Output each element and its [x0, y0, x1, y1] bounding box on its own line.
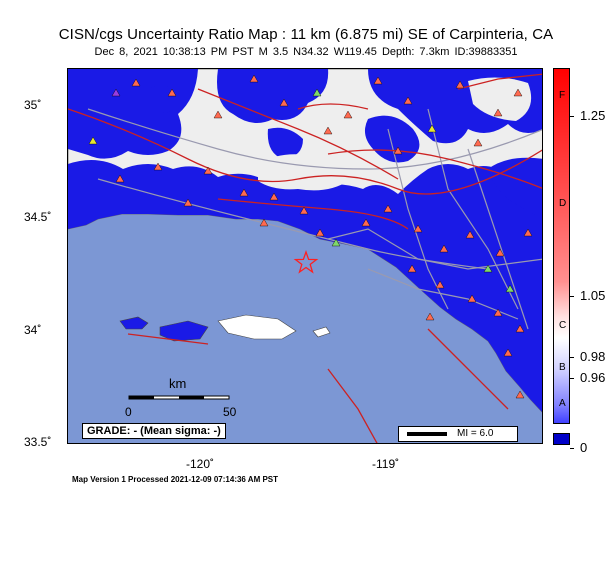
colorbar-tick: [570, 296, 574, 297]
lon-label: -119˚: [372, 457, 400, 471]
station-triangle-icon: [88, 136, 98, 145]
station-triangle-icon: [373, 76, 383, 85]
grade-letter: A: [559, 398, 566, 409]
uncertainty-colorbar: [553, 68, 570, 424]
station-triangle-icon: [315, 228, 325, 237]
station-triangle-icon: [393, 146, 403, 155]
colorbar-tick: [570, 357, 574, 358]
station-triangle-icon: [523, 228, 533, 237]
lat-label: 33.5˚: [24, 435, 52, 449]
station-triangle-icon: [435, 280, 445, 289]
scale-graphic: [128, 395, 230, 400]
lon-label: -120˚: [186, 457, 215, 471]
station-triangle-icon: [323, 126, 333, 135]
station-triangle-icon: [513, 88, 523, 97]
station-triangle-icon: [249, 74, 259, 83]
scale-tick-start: 0: [125, 405, 132, 419]
colorbar-tick: [570, 448, 574, 449]
station-triangle-icon: [383, 204, 393, 213]
station-triangle-icon: [203, 166, 213, 175]
scale-tick-end: 50: [223, 405, 237, 419]
station-triangle-icon: [439, 244, 449, 253]
seismic-stations: [88, 74, 533, 399]
grade-letter: C: [559, 320, 567, 331]
station-triangle-icon: [111, 88, 121, 97]
intensity-bar: [407, 432, 447, 436]
colorbar-value: 0.96: [580, 370, 606, 385]
map-version-footer: Map Version 1 Processed 2021-12-09 07:14…: [72, 475, 279, 484]
colorbar-value: 1.05: [580, 288, 606, 303]
station-triangle-icon: [279, 98, 289, 107]
station-triangle-icon: [343, 110, 353, 119]
station-triangle-icon: [427, 124, 437, 133]
station-triangle-icon: [299, 206, 309, 215]
station-triangle-icon: [153, 162, 163, 171]
intensity-label: MI = 6.0: [457, 428, 494, 439]
grade-letter: F: [559, 90, 566, 101]
colorbar-value: 0.98: [580, 349, 606, 364]
colorbar-tick: [570, 116, 574, 117]
grade-letter: D: [559, 198, 567, 209]
station-triangle-icon: [403, 96, 413, 105]
low-data-pockets: [258, 77, 532, 191]
station-triangle-icon: [331, 238, 341, 247]
fault-lines: [68, 73, 542, 443]
lat-label: 34.5˚: [24, 210, 52, 224]
station-triangle-icon: [465, 230, 475, 239]
station-triangle-icon: [131, 78, 141, 87]
colorbar-value: 0: [580, 440, 588, 455]
epicenter-star-icon: [293, 250, 319, 274]
station-triangle-icon: [505, 284, 515, 293]
scale-unit: km: [169, 376, 187, 391]
station-triangle-icon: [425, 312, 435, 321]
map-svg: [68, 69, 542, 443]
colorbar-zero-swatch: [553, 433, 570, 445]
grade-letter: B: [559, 362, 566, 373]
station-triangle-icon: [493, 308, 503, 317]
station-triangle-icon: [515, 324, 525, 333]
lat-label: 34˚: [24, 323, 42, 337]
uncertainty-overlay: [68, 69, 542, 412]
station-triangle-icon: [213, 110, 223, 119]
lat-label: 35˚: [24, 98, 42, 112]
colorbar-tick: [570, 378, 574, 379]
station-triangle-icon: [455, 80, 465, 89]
station-triangle-icon: [183, 198, 193, 207]
station-triangle-icon: [495, 248, 505, 257]
station-triangle-icon: [483, 264, 493, 273]
station-triangle-icon: [407, 264, 417, 273]
station-triangle-icon: [467, 294, 477, 303]
map-canvas[interactable]: km 0 50 GRADE: - (Mean sigma: -) MI = 6.…: [67, 68, 543, 444]
grade-box: GRADE: - (Mean sigma: -): [82, 423, 226, 439]
station-triangle-icon: [493, 108, 503, 117]
roads: [87, 108, 542, 330]
channel-islands: [119, 314, 331, 342]
station-triangle-icon: [413, 224, 423, 233]
station-triangle-icon: [503, 348, 513, 357]
station-triangle-icon: [239, 188, 249, 197]
station-triangle-icon: [515, 390, 525, 399]
station-triangle-icon: [312, 88, 322, 97]
scale-bar: km 0 50: [68, 69, 542, 443]
station-triangle-icon: [259, 218, 269, 227]
colorbar-value: 1.25: [580, 108, 606, 123]
intensity-legend: MI = 6.0: [398, 426, 518, 442]
station-triangle-icon: [167, 88, 177, 97]
station-triangle-icon: [115, 174, 125, 183]
map-title: CISN/cgs Uncertainty Ratio Map : 11 km (…: [58, 26, 554, 43]
station-triangle-icon: [269, 192, 279, 201]
station-triangle-icon: [473, 138, 483, 147]
event-info: Dec 8, 2021 10:38:13 PM PST M 3.5 N34.32…: [94, 46, 518, 58]
station-triangle-icon: [361, 218, 371, 227]
